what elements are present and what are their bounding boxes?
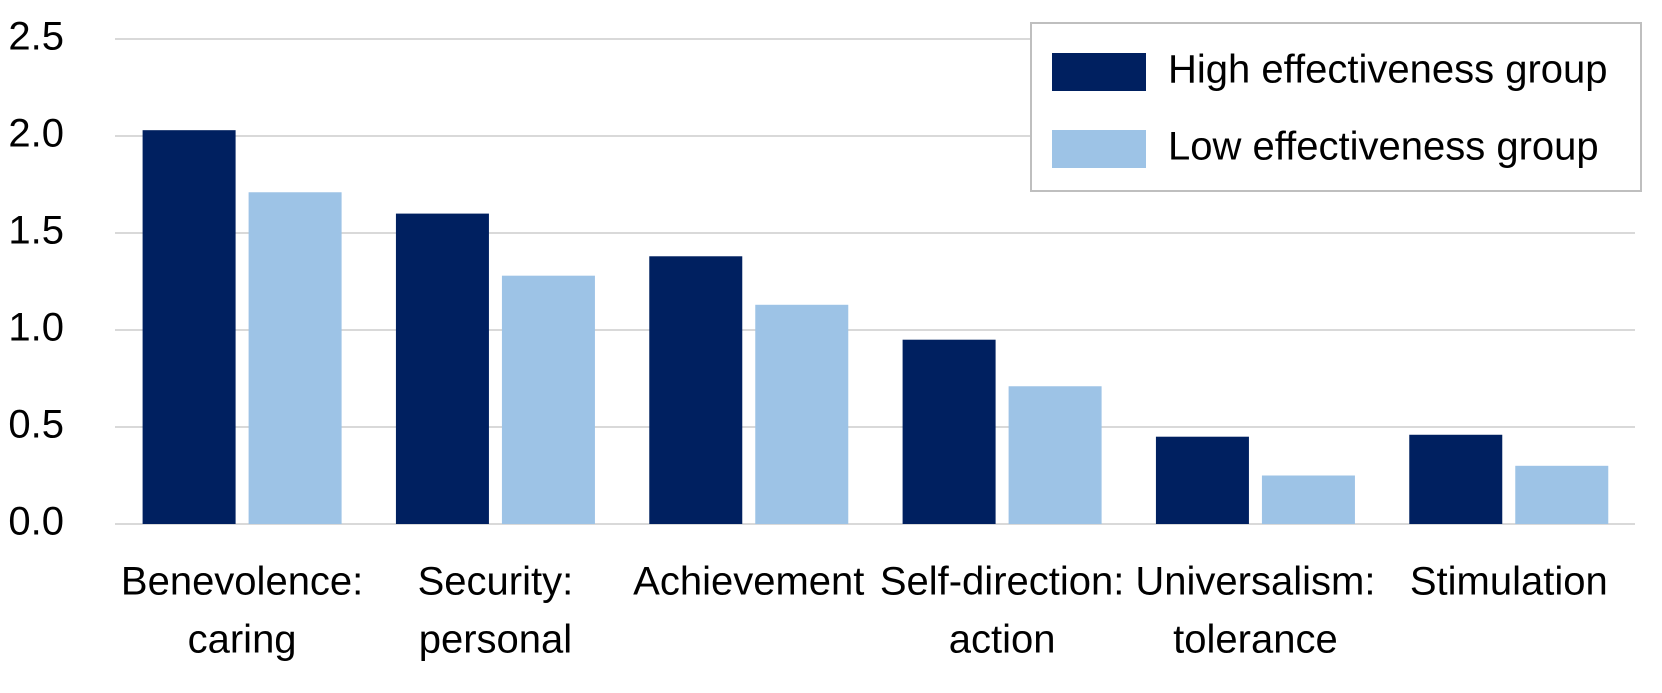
- bar: [248, 192, 342, 524]
- legend-label: High effectiveness group: [1168, 48, 1608, 92]
- y-tick-label: 2.0: [8, 112, 64, 156]
- x-tick-label: action: [949, 618, 1056, 662]
- y-tick-label: 1.0: [8, 306, 64, 350]
- bar: [902, 339, 996, 524]
- y-tick-label: 0.0: [8, 500, 64, 544]
- bar: [755, 304, 849, 524]
- x-tick-label: Universalism:: [1135, 560, 1375, 604]
- legend-swatch: [1052, 53, 1146, 91]
- x-tick-label: Benevolence:: [121, 560, 363, 604]
- x-tick-label: Self-direction:: [880, 560, 1125, 604]
- bar: [142, 130, 236, 524]
- legend-swatch: [1052, 130, 1146, 168]
- x-tick-label: personal: [419, 618, 572, 662]
- y-tick-label: 2.5: [8, 15, 64, 59]
- bar: [1008, 386, 1102, 524]
- bar: [501, 275, 595, 524]
- x-tick-label: Security:: [418, 560, 574, 604]
- bar: [649, 256, 743, 524]
- bar: [1261, 475, 1355, 524]
- bar: [1515, 465, 1609, 524]
- bar: [1409, 434, 1503, 524]
- y-tick-label: 0.5: [8, 403, 64, 447]
- bar: [1155, 436, 1249, 524]
- legend-label: Low effectiveness group: [1168, 125, 1599, 169]
- x-tick-label: Achievement: [633, 560, 864, 604]
- x-tick-label: tolerance: [1173, 618, 1338, 662]
- x-tick-label: Stimulation: [1410, 560, 1608, 604]
- x-tick-label: caring: [188, 618, 297, 662]
- y-tick-label: 1.5: [8, 209, 64, 253]
- bar: [395, 213, 489, 524]
